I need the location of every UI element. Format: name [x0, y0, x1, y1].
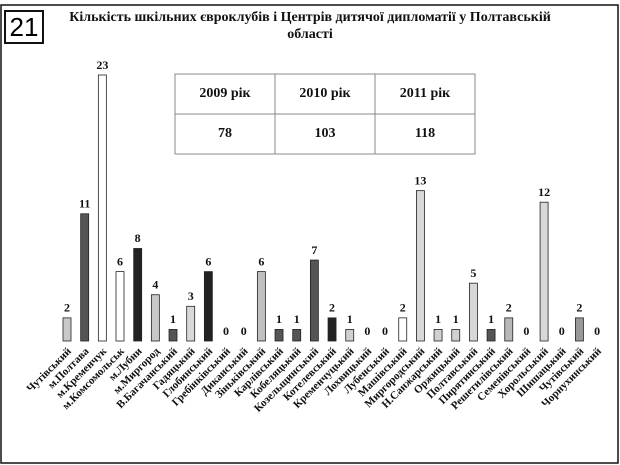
value-label: 0: [223, 324, 229, 338]
table-cell: 78: [218, 126, 232, 141]
value-label: 5: [470, 266, 476, 280]
value-label: 8: [135, 231, 141, 245]
chart-title: Кількість шкільних євроклубів і Центрів …: [69, 10, 551, 42]
value-label: 2: [329, 301, 335, 315]
bar: [80, 213, 90, 342]
bar: [150, 294, 160, 342]
badge: 21: [4, 10, 44, 44]
value-label: 2: [576, 301, 582, 315]
value-label: 2: [506, 301, 512, 315]
bar: [469, 282, 478, 342]
bar: [398, 317, 408, 342]
bar: [62, 317, 72, 342]
bar: [292, 329, 302, 342]
frame: [0, 4, 619, 464]
bar: [433, 329, 443, 342]
bar: [451, 329, 461, 342]
bar: [327, 317, 337, 342]
value-label: 2: [64, 301, 70, 315]
bar: [415, 190, 425, 342]
table-header: 2009 рік: [199, 86, 251, 101]
value-label: 23: [96, 58, 108, 72]
value-label: 1: [294, 312, 300, 326]
table: 2009 рік 78 2010 рік 103 2011 рік 118: [174, 73, 476, 155]
value-label: 2: [400, 301, 406, 315]
bar: [309, 259, 319, 342]
value-label: 1: [170, 312, 176, 326]
value-label: 1: [276, 312, 282, 326]
bar: [504, 317, 514, 342]
value-label: 0: [559, 324, 565, 338]
bar: [345, 329, 355, 342]
bar: [203, 271, 213, 342]
bar: [539, 201, 549, 342]
table-cell: 103: [315, 126, 336, 141]
value-label: 0: [241, 324, 247, 338]
value-label: 3: [188, 289, 194, 303]
bar: [274, 329, 284, 342]
value-label: 11: [79, 197, 90, 211]
value-label: 4: [152, 277, 158, 291]
value-label: 0: [523, 324, 529, 338]
bar: [575, 317, 584, 342]
value-label: 1: [488, 312, 494, 326]
table-cell: 118: [415, 126, 435, 141]
value-label: 1: [435, 312, 441, 326]
value-label: 0: [364, 324, 370, 338]
bar: [133, 248, 143, 342]
value-label: 13: [414, 173, 426, 187]
value-label: 1: [347, 312, 353, 326]
bar: [168, 329, 178, 342]
bar: [486, 329, 496, 342]
value-label: 6: [258, 254, 264, 268]
bar: [256, 271, 266, 342]
bar: [97, 74, 107, 342]
value-label: 0: [594, 324, 600, 338]
table-header: 2011 рік: [400, 86, 451, 101]
value-label: 12: [538, 185, 550, 199]
value-label: 6: [205, 254, 211, 268]
bar: [115, 271, 125, 342]
value-label: 1: [453, 312, 459, 326]
value-label: 7: [311, 243, 317, 257]
value-label: 6: [117, 254, 123, 268]
value-label: 0: [382, 324, 388, 338]
bar: [186, 305, 196, 342]
table-header: 2010 рік: [299, 86, 351, 101]
